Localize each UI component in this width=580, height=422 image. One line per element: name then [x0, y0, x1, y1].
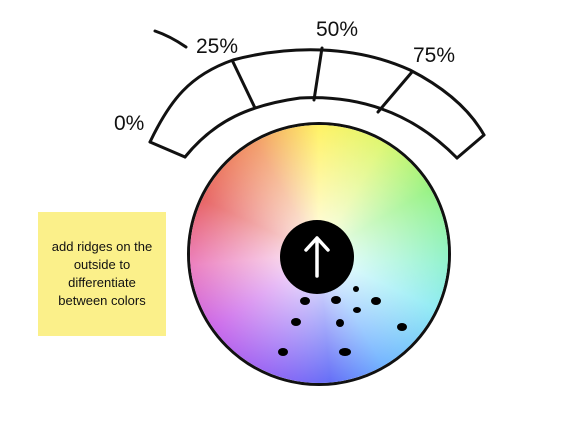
- sticky-note-text: add ridges on the outside to differentia…: [51, 239, 153, 308]
- center-knob[interactable]: [280, 220, 354, 294]
- label-0-percent: 0%: [114, 112, 145, 135]
- dot: [291, 318, 301, 326]
- label-25-percent: 25%: [196, 35, 239, 58]
- label-75-percent: 75%: [413, 44, 456, 67]
- dot: [371, 297, 381, 305]
- dot: [353, 286, 359, 292]
- label-50-percent: 50%: [316, 18, 359, 41]
- ridge-divider-50: [312, 46, 324, 102]
- ridge-band-inner: [183, 96, 459, 160]
- ridge-band-outer: [148, 48, 486, 144]
- ridge-band-right-end: [455, 133, 486, 160]
- dot: [397, 323, 407, 331]
- sketch-stroke: [153, 29, 188, 49]
- dot: [339, 348, 351, 356]
- dot: [300, 297, 310, 305]
- speckle-dots: [278, 286, 407, 356]
- ridge-divider-75: [376, 70, 414, 114]
- dot: [336, 319, 344, 327]
- up-arrow-icon: [304, 236, 330, 278]
- sticky-note: add ridges on the outside to differentia…: [38, 212, 166, 336]
- dot: [331, 296, 341, 304]
- dot: [278, 348, 288, 356]
- dot: [353, 307, 361, 313]
- ridge-divider-25: [231, 60, 257, 110]
- ridge-band-left-end: [148, 140, 187, 159]
